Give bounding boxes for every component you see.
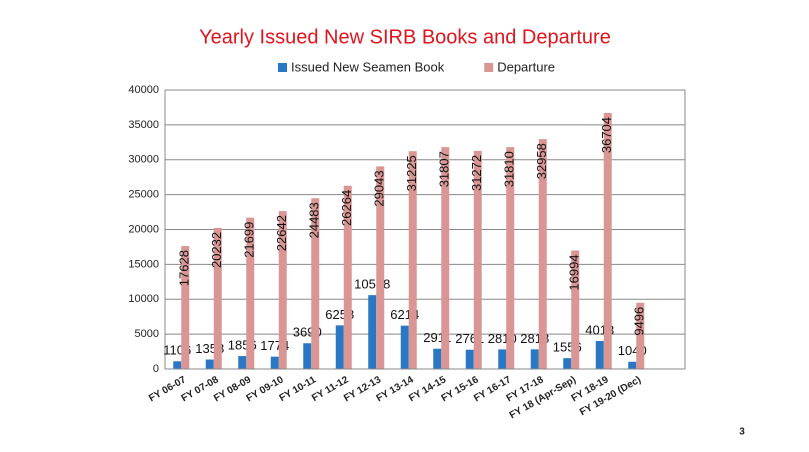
bar	[498, 349, 507, 369]
bar	[465, 349, 474, 369]
legend-swatch	[484, 63, 494, 72]
y-tick-label: 10000	[128, 293, 159, 305]
data-label: 31272	[469, 155, 484, 191]
y-tick-label: 35000	[128, 119, 159, 131]
bar	[408, 151, 417, 369]
bar	[181, 246, 190, 369]
bar	[636, 302, 645, 369]
bar	[506, 147, 515, 369]
bar	[173, 361, 182, 369]
bar	[311, 198, 320, 369]
bar	[400, 325, 409, 369]
y-tick-label: 30000	[128, 154, 159, 166]
data-label: 10588	[354, 277, 390, 292]
legend-label: Issued New Seamen Book	[291, 59, 445, 74]
y-tick-label: 15000	[128, 258, 159, 270]
data-label: 31810	[502, 151, 517, 187]
bar	[368, 295, 377, 369]
data-label: 26264	[339, 190, 354, 226]
bar	[628, 361, 637, 369]
bar	[376, 166, 385, 369]
data-label: 9496	[632, 307, 647, 336]
chart-title: Yearly Issued New SIRB Books and Departu…	[199, 26, 611, 48]
bar	[603, 112, 612, 370]
y-tick-label: 25000	[128, 189, 159, 201]
bar	[441, 147, 450, 369]
y-tick-label: 0	[153, 363, 159, 375]
bar	[205, 359, 214, 369]
data-label: 32958	[534, 143, 549, 179]
y-tick-label: 20000	[128, 223, 159, 235]
page-number: 3	[739, 427, 745, 438]
bar	[433, 348, 442, 369]
bar	[563, 358, 572, 369]
bar	[335, 325, 344, 369]
bar	[303, 343, 312, 369]
bar	[595, 341, 604, 369]
legend-swatch	[278, 63, 287, 72]
data-label: 16994	[567, 254, 582, 290]
bar	[270, 356, 279, 369]
y-tick-label: 40000	[128, 84, 159, 96]
data-label: 22642	[274, 215, 289, 251]
data-label: 20232	[209, 232, 224, 268]
bar	[571, 250, 580, 369]
bar	[473, 150, 482, 369]
bar	[246, 217, 255, 369]
data-label: 21699	[242, 222, 257, 258]
bar	[213, 227, 222, 369]
legend-label: Departure	[497, 59, 555, 74]
data-label: 24483	[307, 202, 322, 238]
y-tick-label: 5000	[135, 328, 159, 340]
bar	[530, 349, 539, 369]
data-label: 29043	[372, 170, 387, 206]
data-label: 17628	[177, 250, 192, 286]
bar	[343, 185, 352, 369]
bar	[278, 211, 287, 369]
bar	[538, 139, 547, 369]
bar	[238, 356, 247, 369]
data-label: 31225	[404, 155, 419, 191]
data-label: 36704	[599, 117, 614, 153]
data-label: 31807	[437, 151, 452, 187]
